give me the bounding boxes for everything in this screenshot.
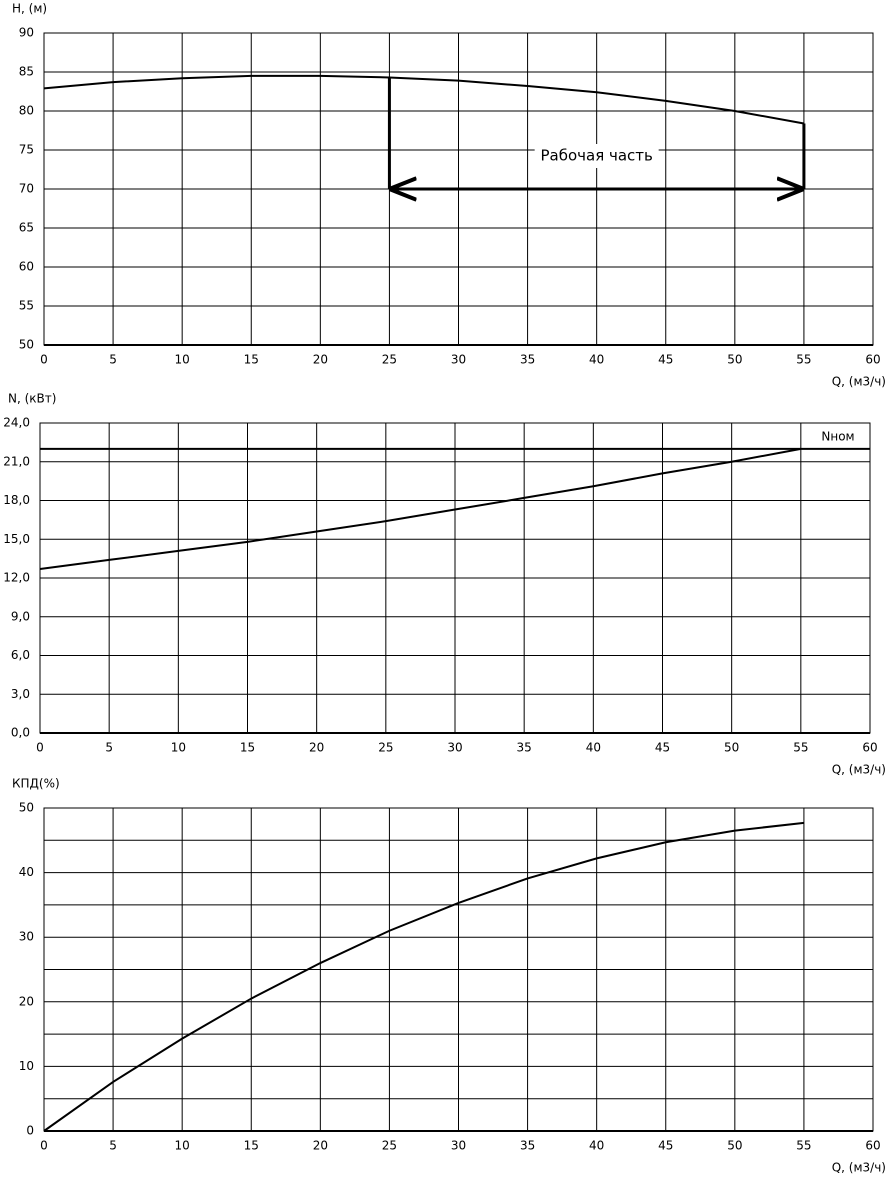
x-tick-label: 10 [175, 353, 190, 367]
x-tick-label: 40 [586, 741, 601, 755]
x-tick-label: 35 [520, 1139, 535, 1153]
x-tick-label: 0 [40, 1139, 48, 1153]
x-tick-label: 15 [244, 353, 259, 367]
y-tick-label: 80 [19, 104, 34, 118]
x-tick-label: 20 [313, 353, 328, 367]
y-tick-label: 20 [19, 994, 34, 1008]
curve [39, 447, 802, 570]
y-tick-label: 24,0 [3, 416, 30, 430]
x-tick-label: 50 [727, 1139, 742, 1153]
x-tick-label: 5 [109, 1139, 117, 1153]
x-tick-label: 20 [309, 741, 324, 755]
x-tick-label: 45 [658, 1139, 673, 1153]
x-tick-label: 35 [520, 353, 535, 367]
x-tick-label: 0 [40, 353, 48, 367]
x-tick-label: 30 [451, 1139, 466, 1153]
reference-label-bg [810, 426, 868, 446]
x-tick-label: 20 [313, 1139, 328, 1153]
x-tick-label: 60 [862, 741, 877, 755]
annotation-text: Рабочая часть [540, 147, 652, 165]
y-tick-label: 65 [19, 221, 34, 235]
y-tick-label: 12,0 [3, 571, 30, 585]
x-tick-label: 55 [796, 353, 811, 367]
y-tick-label: 60 [19, 260, 34, 274]
x-tick-label: 30 [447, 741, 462, 755]
curve [43, 821, 805, 1132]
x-tick-label: 10 [175, 1139, 190, 1153]
x-tick-label: 40 [589, 353, 604, 367]
x-tick-label: 35 [517, 741, 532, 755]
curve [43, 74, 805, 125]
y-tick-label: 70 [19, 182, 34, 196]
x-tick-label: 15 [244, 1139, 259, 1153]
x-axis-label: Q, (м3/ч) [832, 1161, 886, 1175]
x-tick-label: 5 [105, 741, 113, 755]
x-tick-label: 25 [382, 1139, 397, 1153]
y-tick-label: 3,0 [11, 687, 30, 701]
y-tick-label: 0,0 [11, 726, 30, 740]
y-tick-label: 40 [19, 865, 34, 879]
x-tick-label: 25 [378, 741, 393, 755]
y-tick-label: 9,0 [11, 609, 30, 623]
x-tick-label: 15 [240, 741, 255, 755]
x-tick-label: 5 [109, 353, 117, 367]
x-tick-label: 60 [865, 353, 880, 367]
x-tick-label: 55 [793, 741, 808, 755]
x-tick-label: 0 [36, 741, 44, 755]
x-tick-label: 10 [171, 741, 186, 755]
y-tick-label: 55 [19, 299, 34, 313]
x-tick-label: 30 [451, 353, 466, 367]
x-tick-label: 50 [727, 353, 742, 367]
y-axis-label: N, (кВт) [8, 392, 56, 406]
x-axis-label: Q, (м3/ч) [832, 375, 886, 389]
reference-label: Nном [821, 429, 854, 443]
y-tick-label: 90 [19, 26, 34, 40]
y-tick-label: 0 [26, 1124, 34, 1138]
y-axis-label: H, (м) [12, 2, 47, 16]
x-tick-label: 50 [724, 741, 739, 755]
y-axis-label: КПД(%) [12, 777, 60, 791]
x-tick-label: 55 [796, 1139, 811, 1153]
y-tick-label: 21,0 [3, 454, 30, 468]
y-tick-label: 10 [19, 1059, 34, 1073]
y-tick-label: 85 [19, 65, 34, 79]
y-tick-label: 30 [19, 930, 34, 944]
x-tick-label: 45 [655, 741, 670, 755]
y-tick-label: 15,0 [3, 532, 30, 546]
y-tick-label: 50 [19, 338, 34, 352]
x-tick-label: 25 [382, 353, 397, 367]
x-axis-label: Q, (м3/ч) [832, 763, 886, 777]
annotation-bg [534, 144, 659, 168]
y-tick-label: 6,0 [11, 648, 30, 662]
x-tick-label: 60 [865, 1139, 880, 1153]
y-tick-label: 18,0 [3, 493, 30, 507]
y-tick-label: 50 [19, 801, 34, 815]
y-tick-label: 75 [19, 143, 34, 157]
x-tick-label: 40 [589, 1139, 604, 1153]
x-tick-label: 45 [658, 353, 673, 367]
